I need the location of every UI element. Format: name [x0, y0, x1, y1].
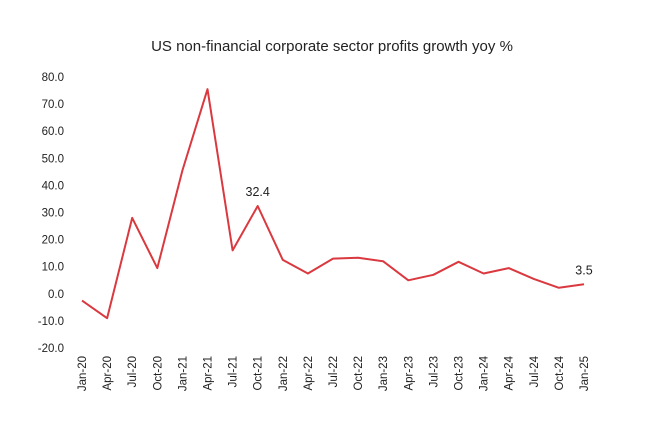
x-tick-label: Jan-25: [579, 356, 591, 391]
x-tick-label: Jan-21: [177, 356, 189, 391]
data-point: [257, 205, 259, 207]
data-point: [282, 259, 284, 261]
x-tick-label: Jul-21: [228, 356, 240, 387]
data-point: [382, 260, 384, 262]
data-point: [508, 267, 510, 269]
chart-title: US non-financial corporate sector profit…: [151, 38, 513, 55]
x-tick-label: Apr-20: [102, 356, 114, 391]
data-point: [131, 217, 133, 219]
data-point: [81, 300, 83, 302]
x-tick-label: Oct-22: [353, 356, 365, 391]
data-point: [458, 261, 460, 263]
data-point: [332, 258, 334, 260]
x-tick-label: Apr-21: [203, 356, 215, 391]
x-tick-label: Oct-23: [454, 356, 466, 391]
x-tick-label: Apr-24: [504, 355, 516, 390]
x-tick-label: Apr-22: [303, 356, 315, 391]
y-tick-label: -20.0: [38, 343, 64, 355]
data-point: [207, 88, 209, 90]
data-point: [181, 169, 183, 171]
data-point: [156, 267, 158, 269]
x-tick-label: Oct-24: [554, 355, 566, 390]
x-tick-label: Jan-24: [479, 355, 491, 391]
data-point: [232, 249, 234, 251]
y-tick-label: 30.0: [42, 208, 64, 220]
x-tick-label: Oct-20: [152, 356, 164, 391]
x-tick-label: Apr-23: [403, 356, 415, 391]
data-point: [307, 272, 309, 274]
data-point: [432, 274, 434, 276]
data-point: [483, 272, 485, 274]
data-point: [558, 287, 560, 289]
x-tick-label: Oct-21: [253, 356, 265, 391]
x-tick-label: Jul-22: [328, 356, 340, 387]
series-line: [81, 88, 585, 320]
y-tick-label: -10.0: [38, 316, 64, 328]
data-point: [407, 279, 409, 281]
data-label: 3.5: [575, 263, 592, 277]
x-tick-label: Jan-20: [77, 356, 89, 391]
x-tick-label: Jul-24: [529, 355, 541, 387]
y-tick-label: 50.0: [42, 153, 64, 165]
data-point: [106, 317, 108, 319]
y-tick-label: 0.0: [48, 289, 64, 301]
x-tick-label: Jul-23: [428, 356, 440, 387]
y-tick-label: 80.0: [42, 72, 64, 84]
y-tick-label: 20.0: [42, 235, 64, 247]
data-label: 32.4: [246, 185, 270, 199]
y-tick-label: 70.0: [42, 99, 64, 111]
y-tick-label: 40.0: [42, 180, 64, 192]
y-tick-label: 60.0: [42, 126, 64, 138]
x-tick-label: Jul-20: [127, 356, 139, 387]
x-tick-label: Jan-22: [278, 356, 290, 391]
data-point: [583, 283, 585, 285]
data-point: [533, 278, 535, 280]
y-tick-label: 10.0: [42, 262, 64, 274]
data-point: [357, 257, 359, 259]
x-tick-label: Jan-23: [378, 356, 390, 391]
